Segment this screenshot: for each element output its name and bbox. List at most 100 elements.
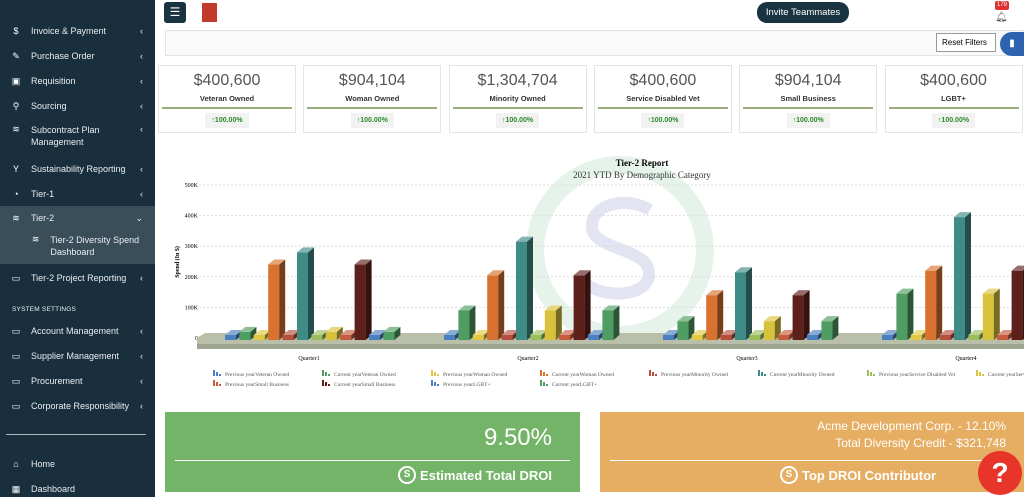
y-tick-label: 400K [185,214,199,220]
bar-top [225,330,242,335]
layers-icon: ≋ [12,124,20,134]
card-label: Woman Owned [345,94,400,103]
legend-swatch [328,384,330,386]
bar-top [982,288,1000,294]
bar-side [907,288,914,340]
bar-front [896,293,908,340]
help-button[interactable]: ? [978,451,1022,495]
sidebar-item-dashboard[interactable]: ▦ Dashboard [0,478,155,500]
briefcase-icon: ▣ [11,75,21,86]
legend-swatch [982,374,984,376]
bar-top [792,290,810,296]
bar-side [394,326,401,340]
bar-side [717,290,724,340]
pie-chart-icon: ◔ [13,189,19,199]
sidebar-item[interactable]: ⚲ Sourcing ‹ [0,95,155,117]
bar-front [383,331,395,340]
x-tick-label: Quarter2 [517,356,538,362]
sidebar-item[interactable]: $ Invoice & Payment ‹ [0,20,155,42]
sidebar-item-home[interactable]: ⌂ Home [0,453,155,475]
sidebar-item[interactable]: ✎ Purchase Order ‹ [0,45,155,67]
book-icon[interactable]: ▮ [1000,32,1024,56]
chevron-left-icon: ‹ [140,189,143,199]
monitor-icon: ▭ [11,325,21,336]
bar-front [982,293,994,340]
sidebar-item[interactable]: Y Sustainability Reporting ‹ [0,158,155,180]
legend-item: Current yearVeteran Owned [334,372,396,378]
chevron-left-icon: ‹ [140,376,143,386]
chevron-left-icon: ‹ [140,401,143,411]
bar-top [882,330,899,335]
monitor-icon: ▭ [11,375,21,386]
legend-swatch [325,372,327,376]
y-tick-label: 500K [185,183,199,189]
sidebar-item[interactable]: ≋ Tier-2 Diversity Spend Dashboard [0,230,155,264]
chart-subtitle: 2021 YTD By Demographic Category [573,170,711,180]
bar-top [487,270,505,276]
bar-side [688,316,695,340]
x-tick-label: Quarter1 [298,356,319,362]
sidebar-item[interactable]: ▭ Tier-2 Project Reporting ‹ [0,267,155,289]
bar-top [910,330,928,335]
bar-front [559,335,571,340]
sidebar-item[interactable]: ≋ Subcontract Plan Management ‹ [0,120,155,154]
bar-front [544,310,556,340]
card-label: Veteran Owned [199,94,255,103]
chevron-left-icon: ‹ [140,76,143,86]
bar-top [369,330,386,335]
bar-front [939,335,951,340]
sidebar-item[interactable]: ▣ Requisition ‹ [0,70,155,92]
menu-toggle-button[interactable]: ☰ [164,2,186,23]
metric-card: $400,600 Service Disabled Vet ↑100.00% [593,65,732,133]
bar-front [910,335,922,340]
y-tick-label: 100K [185,305,199,311]
legend-swatch [540,370,542,376]
chart-title: Tier-2 Report [616,158,669,168]
bar-top [968,330,986,335]
bar-side [936,265,943,340]
card-change: ↑100.00% [641,113,685,128]
legend-swatch [216,382,218,386]
card-label: Minority Owned [489,94,546,103]
chart-floor-edge [197,344,1024,349]
bar-top [602,305,620,311]
bar-top [311,330,329,335]
bar-top [896,288,914,294]
contributor-logo-icon: S [780,466,798,484]
sidebar-item[interactable]: ≋ Tier-2 ⌄ [0,206,155,230]
sidebar-item[interactable]: ◔ Tier-1 ‹ [0,183,155,205]
sidebar-settings-item[interactable]: ▭ Supplier Management ‹ [0,345,155,367]
top-contributor-label: Top DROI Contributor [802,467,937,483]
y-tick-label: 300K [185,244,199,250]
bar-top [472,330,490,335]
sidebar-item-label: Account Management [31,326,119,336]
legend-swatch [219,384,221,386]
bell-icon[interactable]: 🔔︎ [995,12,1008,23]
sidebar-item-label: Tier-2 Diversity Spend Dashboard [50,235,140,257]
bar-front [954,217,965,340]
reset-filters-button[interactable]: Reset Filters [936,33,996,52]
bar-top [458,305,476,311]
legend-swatch [216,372,218,376]
sidebar-item-label: Corporate Responsibility [31,401,130,411]
sidebar-settings-item[interactable]: ▭ Corporate Responsibility ‹ [0,395,155,417]
bar-front [311,335,323,340]
sidebar-item-label: Procurement [31,376,83,386]
bar-front [821,321,833,340]
legend-swatch [979,372,981,376]
legend-item: Current yearMinority Owned [770,372,835,378]
sidebar-settings-item[interactable]: ▭ Account Management ‹ [0,320,155,342]
card-amount: $400,600 [920,72,987,89]
legend-swatch [431,370,433,376]
invite-teammates-button[interactable]: Invite Teammates [757,2,849,23]
card-amount: $400,600 [193,72,261,89]
card-amount: $904,104 [338,72,406,89]
bar-side [250,326,257,340]
sidebar-settings-item[interactable]: ▭ Procurement ‹ [0,370,155,392]
total-diversity-credit: Total Diversity Credit - $321,748 [835,436,1006,450]
bar-side [365,259,372,340]
legend-swatch [437,384,439,386]
purchase-order-icon: ✎ [12,50,20,61]
bar-front [706,295,718,340]
legend-swatch [322,370,324,376]
